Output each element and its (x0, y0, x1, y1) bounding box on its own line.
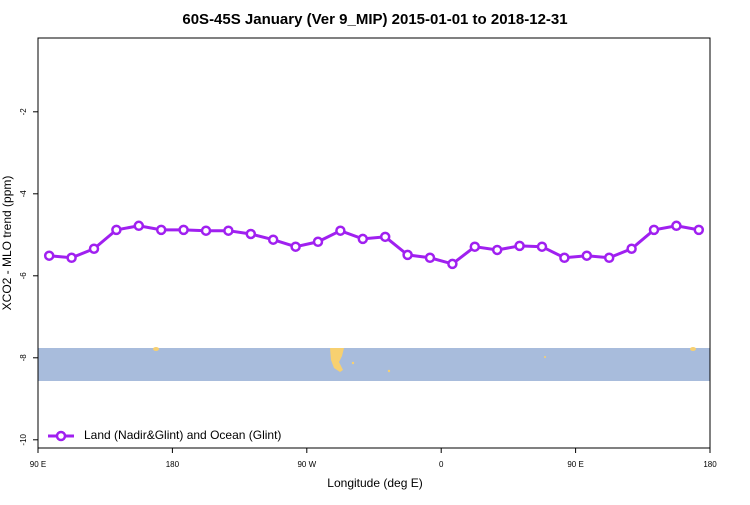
x-tick-label: 180 (703, 460, 717, 469)
point (603, 252, 615, 264)
point (402, 249, 413, 261)
point (155, 224, 167, 236)
point (267, 234, 279, 245)
point (379, 231, 391, 243)
series-line (49, 224, 700, 266)
point (559, 252, 570, 264)
x-tick-label: 90 E (30, 460, 46, 469)
legend-marker (55, 430, 67, 442)
point (312, 236, 324, 248)
point (66, 252, 77, 264)
x-tick-label: 180 (166, 460, 180, 469)
chart-title: 60S-45S January (Ver 9_MIP) 2015-01-01 t… (182, 11, 567, 28)
y-tick-label: -6 (19, 272, 28, 280)
y-axis-label: XCO2 - MLO trend (ppm) (0, 176, 14, 311)
x-tick-label: 0 (439, 460, 444, 469)
point (693, 224, 705, 236)
x-tick-label: 90 W (297, 460, 316, 469)
point (133, 220, 145, 232)
point (648, 224, 660, 236)
point (514, 240, 525, 252)
point (111, 224, 122, 236)
point (447, 258, 458, 270)
point (357, 233, 369, 245)
point (626, 243, 637, 254)
point (88, 243, 100, 254)
point (469, 241, 481, 252)
point (178, 224, 189, 236)
x-tick-label: 90 E (567, 460, 583, 469)
legend-label: Land (Nadir&Glint) and Ocean (Glint) (84, 428, 281, 442)
point (245, 228, 257, 240)
point (290, 241, 301, 252)
point (581, 250, 593, 261)
map-strip (38, 347, 710, 381)
point (335, 225, 346, 236)
y-tick-label: -8 (19, 354, 28, 362)
y-tick-label: -4 (19, 190, 28, 198)
plot-frame (37, 37, 711, 449)
point (536, 241, 548, 252)
y-tick-label: -10 (19, 433, 28, 445)
point (671, 220, 682, 232)
point (223, 225, 234, 236)
y-tick-label: -2 (19, 108, 28, 116)
point (200, 225, 212, 236)
point (43, 250, 55, 261)
point (491, 244, 503, 256)
x-axis-label: Longitude (deg E) (327, 476, 422, 490)
point (424, 252, 436, 264)
